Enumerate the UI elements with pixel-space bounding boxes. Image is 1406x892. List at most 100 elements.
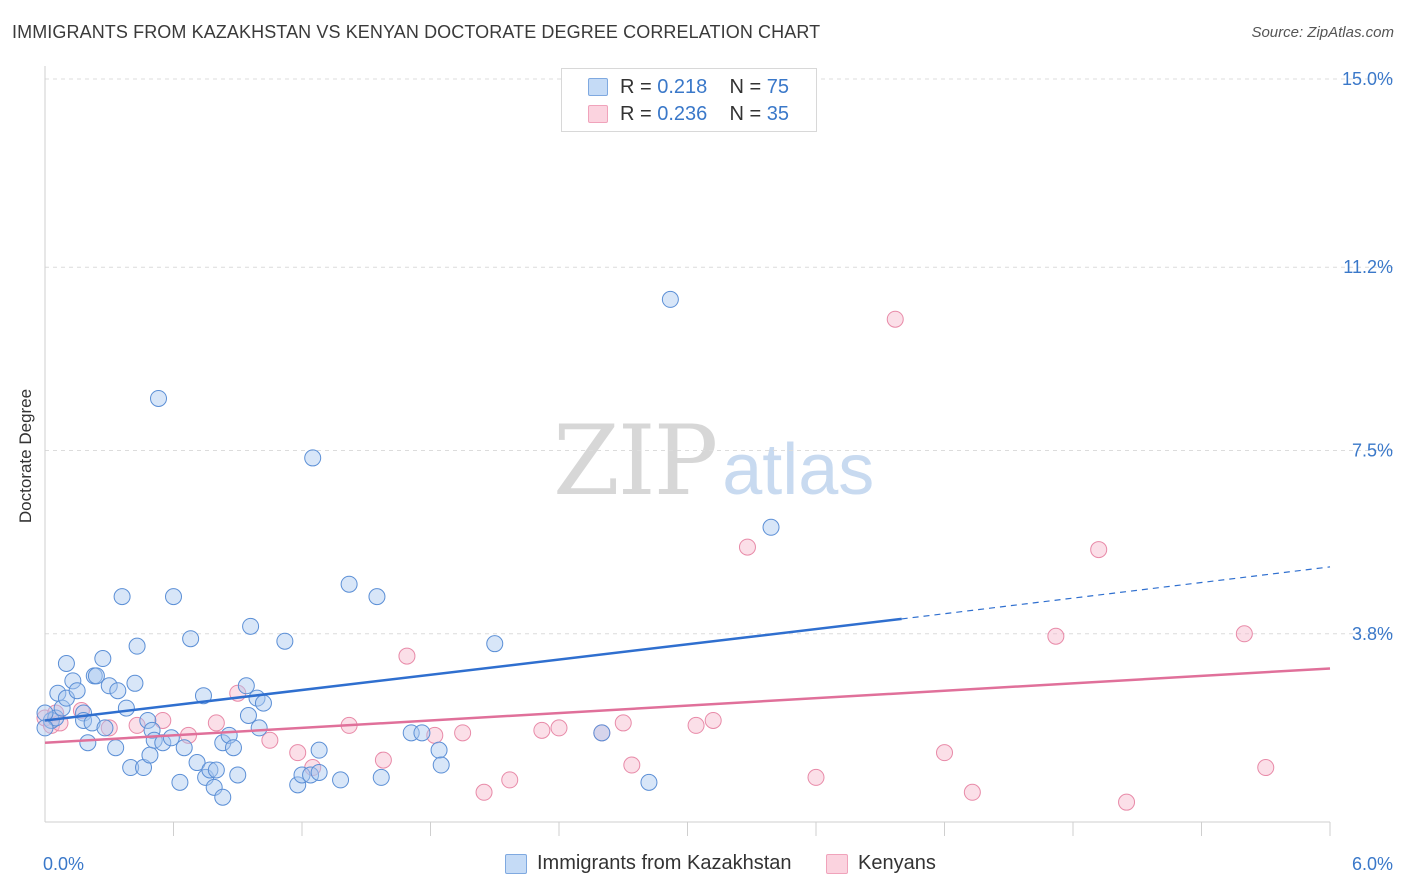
kazakhstan-point-17 [107, 739, 125, 757]
kazakhstan-point-59 [310, 763, 328, 781]
source-credit: Source: ZipAtlas.com [1251, 24, 1394, 41]
zipatlas-watermark: ZIPatlas [553, 405, 874, 517]
kenyans-point-28 [738, 538, 756, 556]
kenyans-point-22 [550, 719, 568, 737]
kazakhstan-point-25 [139, 711, 157, 729]
kazakhstan-point-68 [486, 635, 504, 653]
kazakhstan-point-26 [141, 746, 159, 764]
kenyans-point-33 [1047, 627, 1065, 645]
x-tick-label-1: 6.0% [1352, 854, 1393, 874]
kazakhstan-point-54 [289, 776, 307, 794]
kazakhstan-point-47 [237, 677, 255, 695]
bottom-legend-swatch-pink [826, 854, 848, 874]
kenyans-point-32 [963, 783, 981, 801]
watermark-zip: ZIP [553, 405, 718, 517]
legend-r-value: 0.236 [657, 103, 708, 125]
kazakhstan-point-71 [762, 518, 780, 536]
y-tick-label-3: 15.0% [1342, 69, 1393, 89]
kazakhstan-point-48 [239, 707, 257, 725]
kazakhstan-point-42 [214, 788, 232, 806]
kazakhstan-point-19 [113, 588, 131, 606]
kazakhstan-point-70 [661, 290, 679, 308]
kenyans-point-11 [261, 731, 279, 749]
kazakhstan-point-13 [87, 667, 105, 685]
kazakhstan-point-34 [175, 739, 193, 757]
kenyans-point-31 [936, 744, 953, 762]
kazakhstan-point-16 [100, 677, 118, 695]
tick-labels: 3.8% 7.5% 11.2% 15.0% 0.0% 6.0% [43, 69, 1393, 874]
kenyans-point-26 [687, 716, 705, 734]
kazakhstan-point-46 [229, 766, 247, 784]
kenyans-point-34 [1090, 541, 1108, 559]
kazakhstan-point-14 [94, 650, 112, 668]
kazakhstan-point-22 [126, 674, 144, 692]
kenyans-point-19 [475, 783, 493, 801]
kazakhstan-point-74 [36, 719, 54, 737]
kenyans-point-12 [289, 744, 307, 762]
kazakhstan-point-57 [304, 449, 322, 467]
y-tick-label-2: 11.2% [1343, 257, 1393, 277]
kazakhstan-point-69 [640, 773, 658, 791]
kazakhstan-point-65 [413, 724, 431, 742]
kazakhstan-point-6 [64, 672, 82, 690]
kazakhstan-point-61 [340, 575, 358, 593]
kazakhstan-point-4 [57, 654, 75, 672]
legend-swatch-blue [588, 78, 608, 96]
kazakhstan-point-73 [36, 704, 54, 722]
kazakhstan-trend-extension [901, 566, 1331, 620]
legend-n-value: 35 [766, 103, 790, 125]
y-tick-label-0: 3.8% [1352, 624, 1393, 644]
kazakhstan-point-66 [430, 741, 448, 759]
bottom-legend-label-kazakhstan: Immigrants from Kazakhstan [537, 852, 792, 874]
chart-title: IMMIGRANTS FROM KAZAKHSTAN VS KENYAN DOC… [12, 22, 821, 42]
grid-layer [45, 78, 1395, 635]
correlation-legend: R = 0.218 N = 75 R = 0.236 N = 35 [561, 68, 817, 132]
kazakhstan-point-31 [162, 729, 180, 747]
kazakhstan-point-62 [368, 588, 386, 606]
kazakhstan-point-29 [150, 389, 168, 407]
kenyans-point-35 [1118, 793, 1136, 811]
kazakhstan-point-32 [165, 588, 182, 606]
kenyans-point-9 [207, 714, 225, 732]
kazakhstan-point-7 [68, 682, 86, 700]
kazakhstan-point-63 [372, 768, 390, 786]
kazakhstan-point-18 [109, 682, 127, 700]
kazakhstan-point-60 [332, 771, 350, 789]
kazakhstan-point-27 [143, 721, 161, 739]
kazakhstan-point-10 [79, 734, 97, 752]
kenyans-point-29 [807, 768, 825, 786]
trend-lines [44, 566, 1331, 744]
kenyans-point-20 [501, 771, 519, 789]
kenyans-point-16 [398, 647, 416, 665]
kazakhstan-point-35 [182, 630, 200, 648]
x-tick-label-0: 0.0% [43, 854, 84, 874]
kenyans-points [36, 310, 1275, 811]
kenyans-point-21 [533, 721, 551, 739]
kazakhstan-point-72 [593, 724, 611, 742]
kazakhstan-point-33 [171, 773, 189, 791]
legend-r-label: R = [620, 76, 658, 98]
legend-swatch-pink [588, 105, 608, 123]
kazakhstan-point-20 [117, 699, 135, 717]
kazakhstan-point-3 [53, 699, 71, 717]
kenyans-point-24 [614, 714, 632, 732]
watermark-atlas: atlas [722, 430, 875, 510]
kenyans-point-30 [886, 310, 904, 328]
kazakhstan-point-67 [432, 756, 450, 774]
kazakhstan-points [36, 290, 780, 806]
kenyans-point-27 [704, 711, 722, 729]
kazakhstan-point-45 [224, 739, 242, 757]
kenyans-trend-line [44, 667, 1331, 744]
kazakhstan-point-49 [242, 617, 260, 635]
kazakhstan-point-23 [128, 637, 146, 655]
kazakhstan-point-15 [96, 719, 114, 737]
legend-n-label: N = [729, 76, 767, 98]
legend-n-label: N = [729, 103, 767, 125]
kazakhstan-point-55 [293, 766, 311, 784]
kazakhstan-point-53 [276, 632, 294, 650]
kazakhstan-trend-line [44, 617, 902, 722]
kenyans-point-18 [454, 724, 472, 742]
kazakhstan-point-37 [194, 687, 212, 705]
kenyans-point-36 [1235, 625, 1253, 643]
axis-layer [44, 66, 1331, 836]
